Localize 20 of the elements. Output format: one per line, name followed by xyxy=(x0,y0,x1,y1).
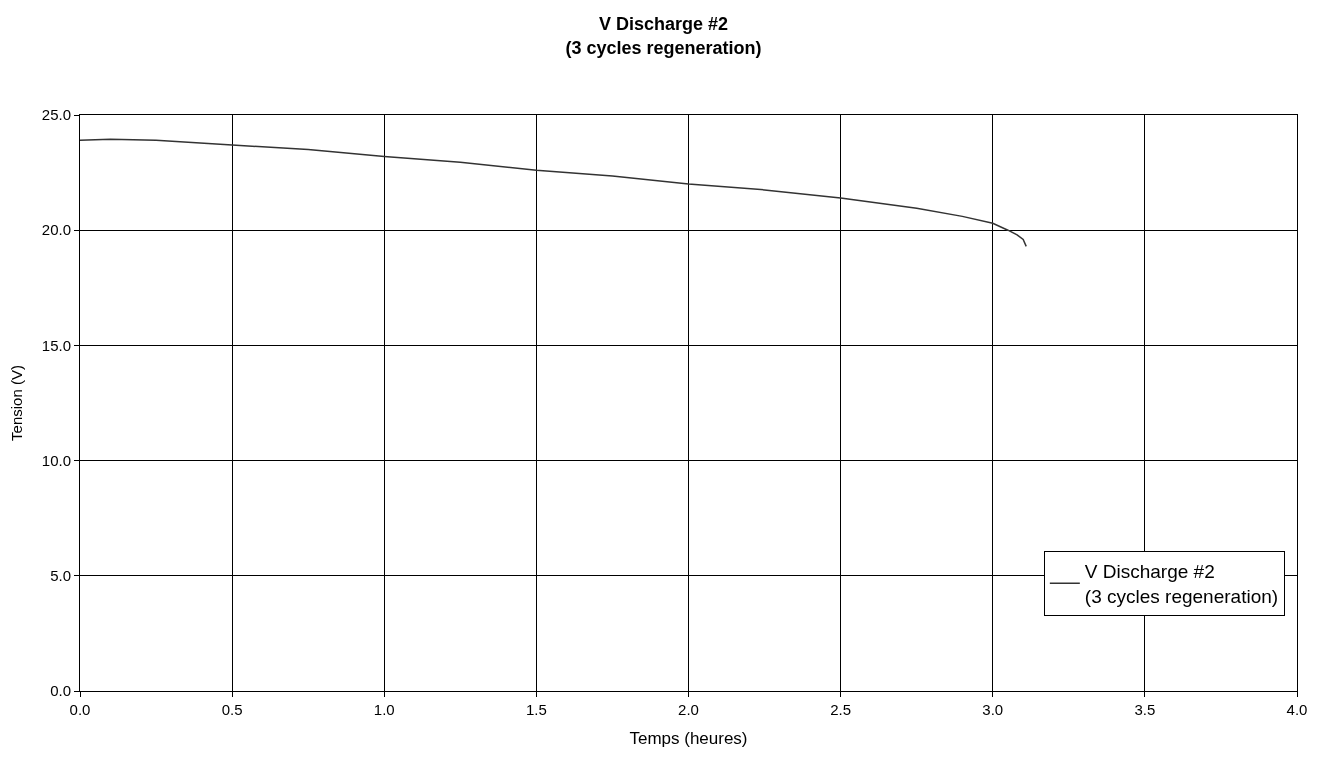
chart-title: V Discharge #2 (3 cycles regeneration) xyxy=(565,14,762,58)
y-tick-label: 20.0 xyxy=(41,221,71,239)
x-tick-label: 2.0 xyxy=(678,701,699,718)
y-tick-label: 10.0 xyxy=(41,451,71,469)
y-tick-label: 15.0 xyxy=(41,336,71,354)
y-tick-label: 0.0 xyxy=(50,682,71,700)
y-tick-label: 5.0 xyxy=(50,567,71,585)
x-axis-title: Temps (heures) xyxy=(629,729,748,749)
x-tick-label: 1.5 xyxy=(525,701,547,718)
x-tick-label: 0.0 xyxy=(69,701,91,718)
line-series xyxy=(80,138,1027,248)
x-tick-label: 3.5 xyxy=(1134,701,1156,718)
y-tick-label: 25.0 xyxy=(41,106,71,124)
x-tick-label: 2.5 xyxy=(830,701,852,718)
legend-label: V Discharge #2 (3 cycles regeneration) xyxy=(1084,561,1279,608)
x-tick-label: 4.0 xyxy=(1286,701,1308,718)
x-tick-label: 3.0 xyxy=(982,701,1004,718)
x-tick-label: 0.5 xyxy=(221,701,243,718)
x-tick-label: 1.0 xyxy=(373,701,395,718)
y-axis-title: Tension (V) xyxy=(8,365,26,441)
